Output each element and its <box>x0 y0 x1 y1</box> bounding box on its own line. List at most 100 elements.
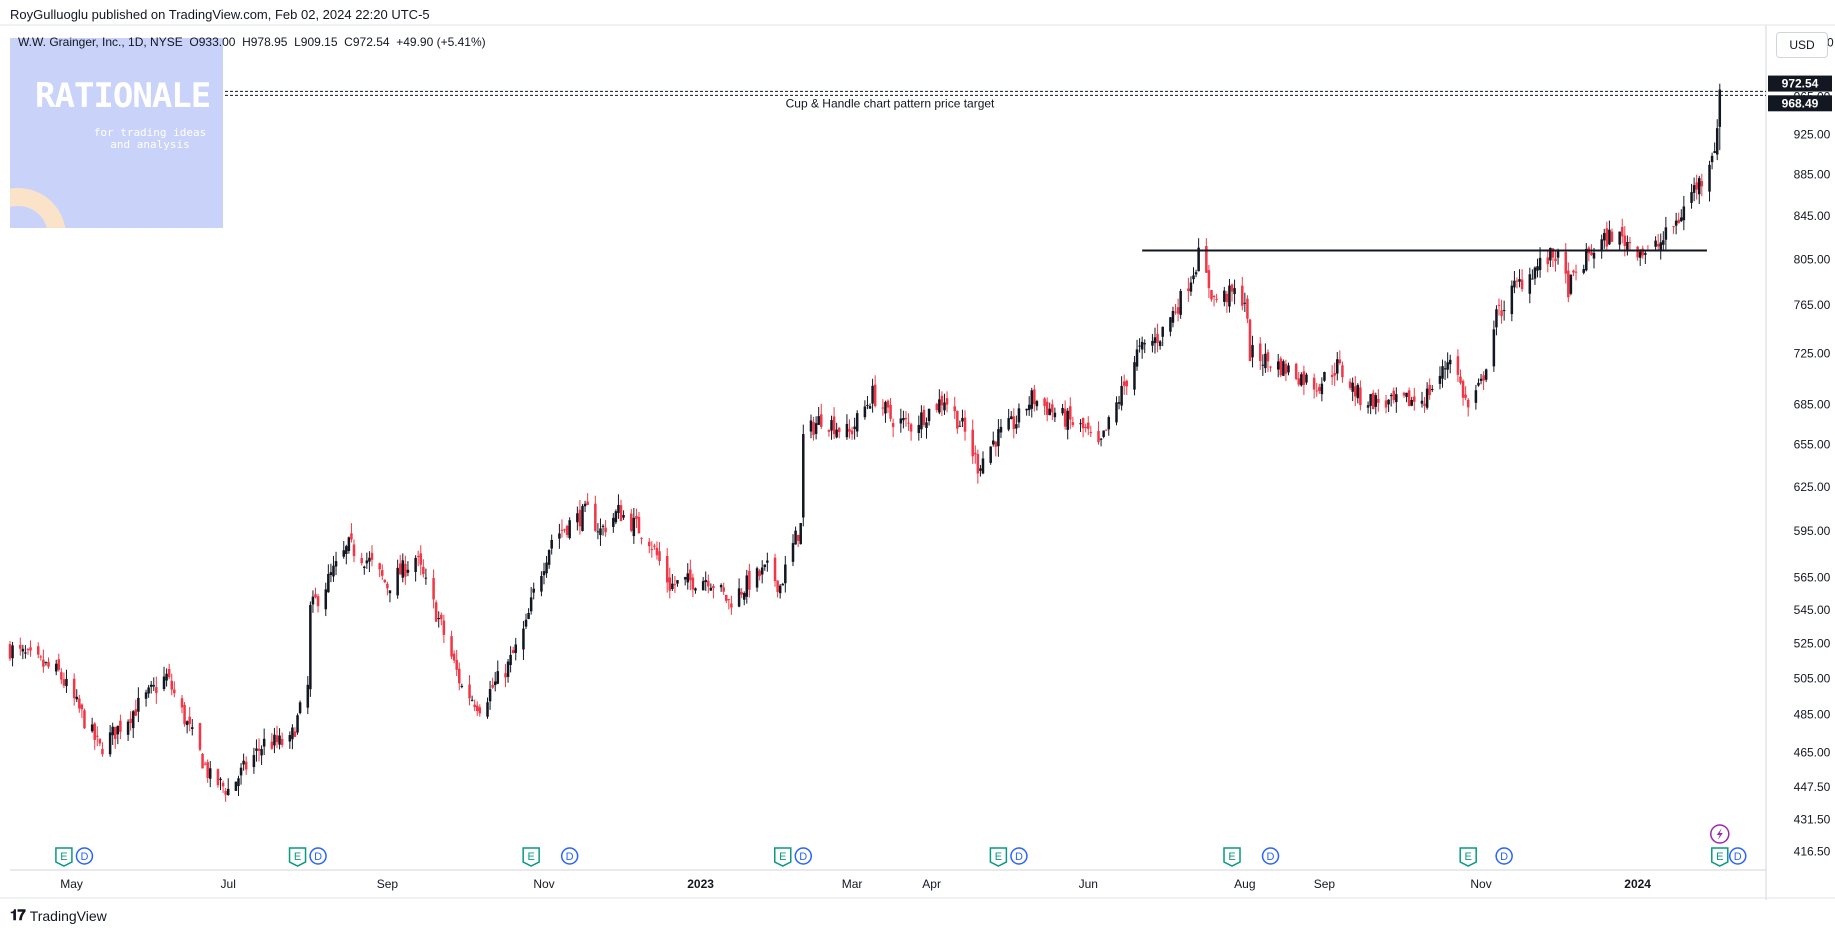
candles-group <box>8 83 1722 802</box>
candle-body <box>814 423 818 434</box>
watermark-subtitle-line-1: for trading ideas <box>93 126 207 139</box>
candle-body <box>278 735 281 745</box>
price-target-label: Cup & Handle chart pattern price target <box>786 96 995 110</box>
candle-body <box>1564 251 1568 274</box>
earnings-event-icon <box>773 847 792 867</box>
candle-body <box>1443 368 1447 370</box>
candle-body <box>1086 422 1090 429</box>
candle-body <box>1174 311 1177 313</box>
candle-body <box>940 395 944 406</box>
candle-body <box>309 604 312 690</box>
candle-body <box>1135 349 1139 367</box>
candle-body <box>1048 408 1051 416</box>
candle-body <box>311 596 315 605</box>
candle-body <box>1700 181 1704 187</box>
candle-body <box>1089 432 1093 434</box>
candle-body <box>529 597 533 612</box>
candle-body <box>1502 310 1506 312</box>
candle-body <box>1656 243 1660 247</box>
earnings-event-letter: E <box>60 851 67 863</box>
candle-body <box>434 602 438 622</box>
candle-body <box>1695 182 1698 190</box>
candle-body <box>1605 228 1609 247</box>
watermark-subtitle: for trading ideas and analysis <box>85 127 215 151</box>
candle-body <box>773 557 777 582</box>
candle-body <box>504 673 507 678</box>
time-tick-label: 2024 <box>1624 877 1651 891</box>
candle-body <box>291 727 294 740</box>
candle-body <box>442 620 446 635</box>
candle-body <box>604 527 607 533</box>
candle-body <box>1122 381 1126 386</box>
candle-body <box>1569 274 1573 294</box>
candle-body <box>1017 408 1021 423</box>
candle-body <box>347 537 351 551</box>
candle-body <box>532 588 535 593</box>
candle-body <box>1708 164 1711 192</box>
candle-body <box>991 440 995 445</box>
time-tick-label: Sep <box>1314 877 1336 891</box>
currency-selector[interactable]: USD <box>1776 32 1828 58</box>
candle-body <box>1715 128 1719 155</box>
candle-body <box>632 517 636 537</box>
candle-body <box>863 406 867 418</box>
candle-body <box>101 748 104 755</box>
candle-body <box>1456 356 1460 375</box>
candle-body <box>979 468 982 471</box>
candle-body <box>683 577 687 580</box>
candle-body <box>689 569 692 581</box>
candle-body <box>1192 275 1195 280</box>
candle-body <box>170 680 173 690</box>
candle-body <box>1266 352 1270 362</box>
dividend-event-letter: D <box>80 851 88 863</box>
candle-body <box>547 550 551 565</box>
candle-body <box>1120 385 1123 406</box>
candle-body <box>1176 307 1180 314</box>
candle-body <box>1318 387 1321 391</box>
candle-body <box>1556 249 1560 258</box>
candle-body <box>345 546 348 554</box>
candle-body <box>1099 438 1103 440</box>
candle-body <box>1692 185 1696 193</box>
candle-body <box>1030 390 1034 409</box>
candle-body <box>509 654 512 665</box>
candle-body <box>1510 285 1514 315</box>
candle-body <box>260 749 263 756</box>
candle-body <box>614 511 618 523</box>
candle-body <box>165 673 168 681</box>
candle-body <box>578 509 582 527</box>
candle-body <box>368 557 371 562</box>
candle-body <box>766 560 769 563</box>
candle-body <box>96 735 99 737</box>
candle-body <box>740 592 743 595</box>
candle-body <box>1279 358 1283 376</box>
candle-body <box>658 551 661 562</box>
candle-body <box>925 422 928 428</box>
candle-body <box>1423 403 1426 407</box>
candle-body <box>1269 366 1272 368</box>
candle-body <box>1482 375 1485 381</box>
candle-body <box>956 410 959 429</box>
candle-body <box>1053 412 1057 418</box>
earnings-event-icon <box>989 847 1008 867</box>
candle-body <box>1338 359 1342 364</box>
candle-body <box>909 424 913 432</box>
candle-body <box>1223 290 1226 302</box>
candle-body <box>1590 252 1593 256</box>
candle-body <box>1582 269 1585 273</box>
candle-body <box>206 762 209 778</box>
candle-body <box>173 689 176 694</box>
price-tick-label: 765.00 <box>1794 298 1831 312</box>
candle-body <box>1025 408 1028 411</box>
candle-body <box>1538 257 1542 270</box>
candle-body <box>653 545 656 547</box>
tradingview-footer[interactable]: 𝟏𝟕 TradingView <box>10 907 107 924</box>
dividend-event-letter: D <box>566 851 574 863</box>
price-tick-label: 431.50 <box>1794 813 1831 827</box>
candle-body <box>216 769 220 786</box>
candle-body <box>542 571 546 576</box>
candle-body <box>655 547 659 556</box>
price-tick-label: 625.00 <box>1794 480 1831 494</box>
price-tick-label: 465.00 <box>1794 746 1831 760</box>
